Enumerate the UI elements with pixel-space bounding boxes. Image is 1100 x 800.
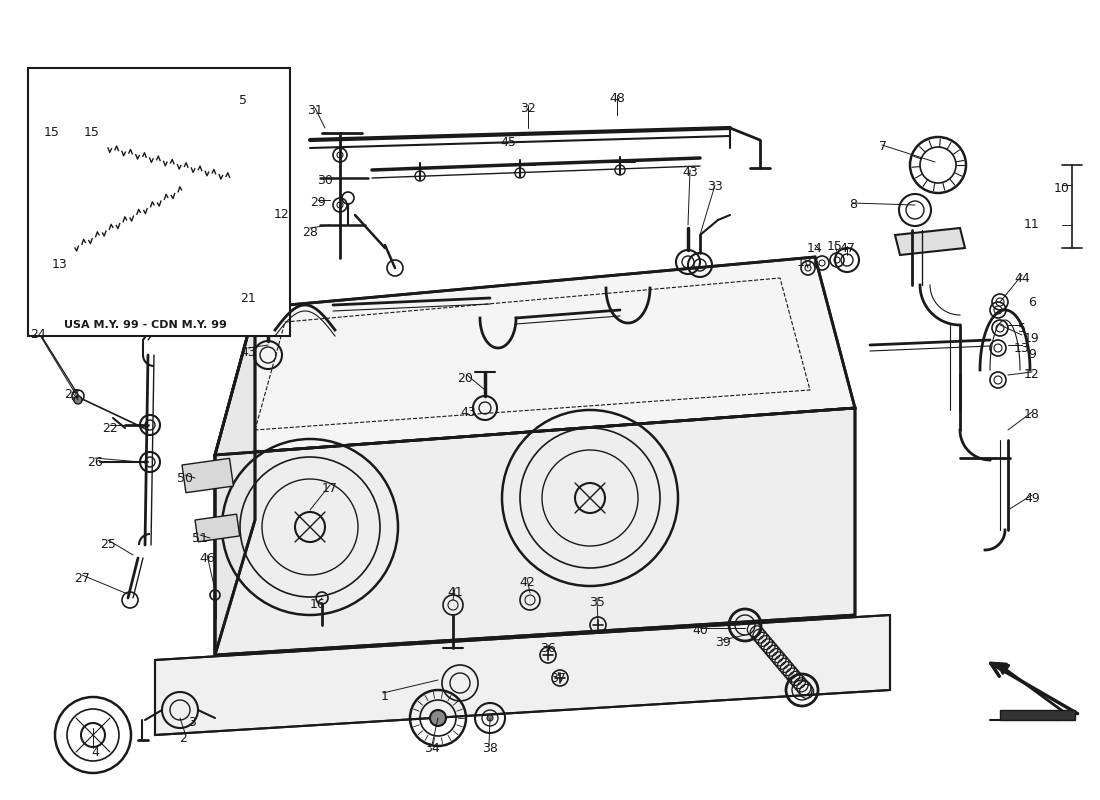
Text: 2: 2: [179, 731, 187, 745]
Text: 18: 18: [1024, 409, 1040, 422]
Text: 11: 11: [1024, 218, 1040, 231]
Text: 3: 3: [188, 715, 196, 729]
Bar: [195, 514, 240, 542]
Polygon shape: [1000, 710, 1075, 720]
Text: 12: 12: [274, 209, 290, 222]
Text: 7: 7: [879, 141, 887, 154]
Text: 29: 29: [310, 195, 326, 209]
Text: 23: 23: [64, 389, 80, 402]
Text: 43: 43: [240, 346, 256, 358]
Polygon shape: [214, 308, 255, 655]
Text: 33: 33: [707, 181, 723, 194]
Text: USA M.Y. 99 - CDN M.Y. 99: USA M.Y. 99 - CDN M.Y. 99: [64, 320, 227, 330]
Text: 5: 5: [239, 94, 248, 106]
Text: 45: 45: [500, 137, 516, 150]
Text: 42: 42: [519, 575, 535, 589]
Text: 44: 44: [1014, 271, 1030, 285]
Text: 43: 43: [682, 166, 697, 178]
Text: eurospartes: eurospartes: [517, 526, 683, 554]
Text: 48: 48: [609, 91, 625, 105]
Text: 20: 20: [458, 371, 473, 385]
Text: 41: 41: [447, 586, 463, 598]
Circle shape: [74, 396, 82, 404]
Text: 15: 15: [827, 241, 843, 254]
Text: 4: 4: [91, 746, 99, 759]
Text: 24: 24: [30, 329, 46, 342]
Text: 22: 22: [102, 422, 118, 434]
Text: 40: 40: [692, 623, 708, 637]
Polygon shape: [214, 257, 855, 455]
Text: 28: 28: [302, 226, 318, 238]
Text: 47: 47: [839, 242, 855, 254]
Text: 13: 13: [798, 257, 813, 270]
Text: 27: 27: [74, 571, 90, 585]
Circle shape: [430, 710, 446, 726]
Text: 14: 14: [807, 242, 823, 254]
Circle shape: [236, 145, 243, 151]
Text: 13: 13: [52, 258, 68, 271]
Text: 38: 38: [482, 742, 498, 754]
Text: 43: 43: [460, 406, 476, 418]
Text: 19: 19: [1024, 331, 1040, 345]
Text: 30: 30: [317, 174, 333, 186]
Text: 36: 36: [540, 642, 556, 654]
Text: 34: 34: [425, 742, 440, 754]
Text: 25: 25: [100, 538, 116, 551]
Text: 21: 21: [240, 291, 256, 305]
Text: 13: 13: [1014, 342, 1030, 354]
Text: 5: 5: [1018, 322, 1026, 334]
Text: 26: 26: [87, 455, 103, 469]
Text: 51: 51: [192, 531, 208, 545]
Text: eurospartes: eurospartes: [236, 376, 403, 404]
Text: 39: 39: [715, 637, 730, 650]
Text: 37: 37: [550, 671, 565, 685]
Text: 12: 12: [1024, 369, 1040, 382]
Text: 15: 15: [44, 126, 59, 138]
Text: 46: 46: [199, 551, 214, 565]
Text: 1: 1: [381, 690, 389, 703]
Polygon shape: [895, 228, 965, 255]
Circle shape: [487, 715, 493, 721]
Text: 50: 50: [177, 471, 192, 485]
Text: 15: 15: [84, 126, 100, 138]
Bar: [28, 68, 290, 336]
Bar: [182, 458, 233, 493]
Polygon shape: [155, 615, 890, 735]
Text: 8: 8: [849, 198, 857, 211]
Text: 6: 6: [1028, 295, 1036, 309]
Text: 31: 31: [307, 103, 323, 117]
Text: 49: 49: [1024, 491, 1040, 505]
Text: 32: 32: [520, 102, 536, 114]
Text: 16: 16: [310, 598, 326, 611]
Text: 35: 35: [590, 595, 605, 609]
Polygon shape: [214, 408, 855, 655]
Text: 17: 17: [322, 482, 338, 494]
Text: 9: 9: [1028, 349, 1036, 362]
Text: eurospartes: eurospartes: [557, 371, 723, 399]
Text: 10: 10: [1054, 182, 1070, 194]
Text: eurospartes: eurospartes: [267, 581, 433, 609]
